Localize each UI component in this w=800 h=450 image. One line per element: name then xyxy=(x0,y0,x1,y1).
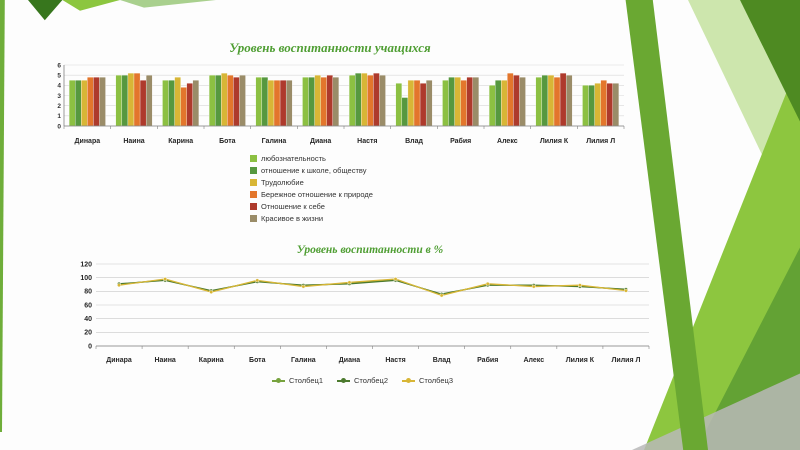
svg-text:Карина: Карина xyxy=(199,357,224,364)
line-chart-title: Уровень воспитанности в % xyxy=(296,244,444,256)
bar-chart-title: Уровень воспитанности учащихся xyxy=(229,40,431,55)
svg-text:Алекс: Алекс xyxy=(523,357,544,364)
svg-text:Лилия К: Лилия К xyxy=(540,138,569,145)
legend-label: любознательность xyxy=(261,154,326,163)
svg-text:Галина: Галина xyxy=(262,138,287,145)
legend-label: отношение к школе, обществу xyxy=(261,166,367,175)
svg-text:Наина: Наина xyxy=(123,138,144,145)
svg-text:Настя: Настя xyxy=(385,357,405,364)
svg-text:Влад: Влад xyxy=(405,138,423,145)
legend-swatch xyxy=(250,203,257,210)
legend-item: Трудолюбие xyxy=(250,178,373,187)
legend-swatch xyxy=(250,179,257,186)
legend-item: Столбец2 xyxy=(337,376,388,385)
legend-swatch xyxy=(272,378,285,383)
svg-text:Галина: Галина xyxy=(291,357,316,364)
line-chart: 0 20 40 60 80 100 120 Динара Наина Карина Бота Гали… xyxy=(70,258,655,381)
svg-text:6: 6 xyxy=(57,62,61,69)
legend-swatch xyxy=(250,167,257,174)
svg-text:40: 40 xyxy=(84,316,92,323)
legend-label: Столбец1 xyxy=(289,376,323,385)
svg-text:5: 5 xyxy=(57,72,61,79)
legend-item: Столбец3 xyxy=(402,376,453,385)
svg-text:Динара: Динара xyxy=(75,138,101,145)
line-chart-legend: Столбец1 Столбец2 Столбец3 xyxy=(70,376,655,385)
legend-item: Бережное отношение к природе xyxy=(250,190,373,199)
svg-text:0: 0 xyxy=(57,123,61,130)
svg-text:Рабия: Рабия xyxy=(477,356,498,364)
legend-label: Трудолюбие xyxy=(261,178,304,187)
svg-text:Диана: Диана xyxy=(310,138,331,145)
svg-text:0: 0 xyxy=(88,343,92,350)
svg-text:3: 3 xyxy=(57,93,61,100)
legend-item: отношение к школе, обществу xyxy=(250,166,373,175)
legend-swatch xyxy=(402,378,415,383)
legend-label: Бережное отношение к природе xyxy=(261,190,373,199)
svg-text:Настя: Настя xyxy=(357,138,377,145)
svg-text:Лилия К: Лилия К xyxy=(566,357,595,364)
legend-swatch xyxy=(250,155,257,162)
svg-text:Лилия Л: Лилия Л xyxy=(612,357,641,364)
bar-chart-svg: 0 1 2 3 4 5 6 Динара Наина Карина Бота Галина Диана Н… xyxy=(57,62,625,145)
legend-label: Столбец3 xyxy=(419,376,453,385)
svg-text:4: 4 xyxy=(57,83,61,90)
legend-swatch xyxy=(337,378,350,383)
svg-text:Диана: Диана xyxy=(339,357,360,364)
svg-text:Рабия: Рабия xyxy=(450,137,471,145)
svg-text:Бота: Бота xyxy=(249,357,266,364)
legend-item: Столбец1 xyxy=(272,376,323,385)
svg-text:2: 2 xyxy=(57,103,61,110)
svg-text:Карина: Карина xyxy=(168,138,193,145)
svg-text:80: 80 xyxy=(84,289,92,296)
bar-chart: 0 1 2 3 4 5 6 Динара Наина Карина Бота Галина Диана Н… xyxy=(48,62,628,155)
svg-text:60: 60 xyxy=(84,302,92,309)
bar-chart-legend: любознательность отношение к школе, общес… xyxy=(250,154,373,223)
svg-text:1: 1 xyxy=(57,113,61,120)
svg-text:100: 100 xyxy=(80,275,92,282)
svg-text:Динара: Динара xyxy=(106,357,132,364)
legend-label: Красивое в жизни xyxy=(261,214,324,223)
svg-text:Алекс: Алекс xyxy=(497,138,518,145)
legend-swatch xyxy=(250,191,257,198)
legend-swatch xyxy=(250,215,257,222)
legend-label: Столбец2 xyxy=(354,376,388,385)
svg-text:Бота: Бота xyxy=(219,138,236,145)
legend-item: Красивое в жизни xyxy=(250,214,373,223)
svg-text:Наина: Наина xyxy=(154,357,175,364)
svg-text:Влад: Влад xyxy=(433,357,451,364)
line-chart-svg: 0 20 40 60 80 100 120 Динара Наина Карина Бота Гали… xyxy=(80,261,650,364)
legend-item: Отношение к себе xyxy=(250,202,373,211)
svg-text:Лилия Л: Лилия Л xyxy=(586,138,615,145)
svg-text:120: 120 xyxy=(80,261,92,268)
legend-item: любознательность xyxy=(250,154,373,163)
svg-text:20: 20 xyxy=(84,330,92,337)
legend-label: Отношение к себе xyxy=(261,202,325,211)
